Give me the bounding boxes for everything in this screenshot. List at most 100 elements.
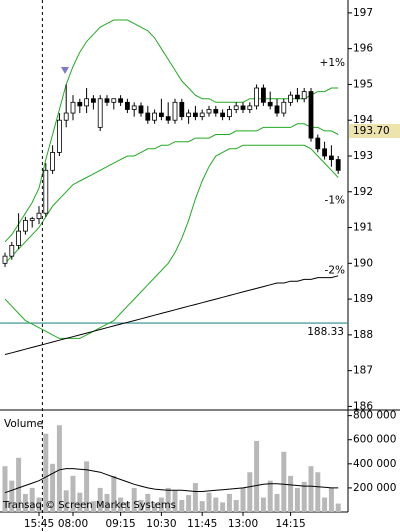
volume-bar <box>50 463 56 512</box>
volume-bar <box>315 472 321 512</box>
volume-bar <box>29 487 35 512</box>
candle-body <box>77 101 83 107</box>
volume-bar <box>186 495 192 512</box>
volume-bar <box>288 475 294 512</box>
volume-bar <box>213 497 219 512</box>
candle-body <box>91 98 96 103</box>
volume-bar <box>260 497 266 512</box>
indicator-line <box>4 275 339 355</box>
candle-body <box>84 98 89 107</box>
volume-bar <box>233 499 239 512</box>
volume-average-line <box>4 468 339 494</box>
candle-body <box>2 255 8 264</box>
candle-body <box>97 98 103 128</box>
volume-bar <box>152 503 158 512</box>
x-tick-label: 09:15 <box>105 518 135 530</box>
candle-body <box>131 105 137 110</box>
y-tick-label: 186 <box>353 400 373 412</box>
candle-body <box>335 159 341 171</box>
candle-body <box>172 101 178 121</box>
volume-bar <box>97 487 103 512</box>
plot-area <box>0 19 348 512</box>
candle-body <box>158 112 164 118</box>
signal-arrow <box>61 67 69 74</box>
volume-bar <box>192 483 198 512</box>
candle-body <box>206 109 212 114</box>
indicator-line <box>4 144 339 339</box>
volume-bar <box>220 502 226 512</box>
volume-bar <box>199 501 205 512</box>
annotation: +1% <box>320 57 345 69</box>
candle-body <box>213 109 219 114</box>
y-tick-label: 189 <box>353 293 373 305</box>
y-tick-label: 800 000 <box>353 410 396 422</box>
volume-bar <box>111 475 117 512</box>
candle-body <box>118 98 123 103</box>
y-tick-label: 188 <box>353 329 373 341</box>
candle-body <box>328 155 334 160</box>
candle-body <box>288 94 294 103</box>
volume-bar <box>322 497 328 512</box>
y-tick-label: 600 000 <box>353 434 396 446</box>
volume-bar <box>301 481 307 512</box>
volume-bar <box>247 472 253 512</box>
level-label: 188.33 <box>307 326 344 338</box>
indicator-line <box>4 123 339 264</box>
candle-body <box>254 87 260 107</box>
volume-bar <box>22 493 28 512</box>
y-tick-label: 400 000 <box>353 458 396 470</box>
volume-bar <box>281 451 287 512</box>
candle-body <box>138 105 144 114</box>
candle-body <box>57 119 62 153</box>
axes: 186 187 188 189 190 191 192 193 194 195 196 197 193.… <box>348 7 400 494</box>
volume-bar <box>43 433 49 512</box>
candle-body <box>220 112 226 118</box>
volume-bar <box>179 499 185 512</box>
volume-bar <box>206 492 212 512</box>
candle-body <box>63 112 69 121</box>
candle-body <box>308 91 314 139</box>
candle-body <box>240 105 246 110</box>
candle-body <box>29 218 35 221</box>
candle-body <box>186 112 192 118</box>
volume-bar <box>328 487 334 512</box>
candle-body <box>233 105 239 110</box>
volume-bar <box>172 490 178 512</box>
volume-bar <box>240 487 246 512</box>
volume-bar <box>145 493 151 512</box>
footnote: Transaq © Screen Market Systems <box>2 500 176 511</box>
x-tick-label: 10:30 <box>146 518 176 530</box>
volume-bar <box>56 425 62 512</box>
candle-body <box>260 87 266 103</box>
candle-body <box>281 101 287 114</box>
volume-bar <box>77 492 83 512</box>
x-tick-label: 15:45 <box>24 518 54 530</box>
last-price-label: 193.70 <box>353 125 390 137</box>
candle-body <box>267 101 273 107</box>
y-tick-label: 197 <box>353 7 373 19</box>
candle-body <box>274 105 280 114</box>
candle-body <box>9 245 15 257</box>
y-tick-label: 187 <box>353 365 373 377</box>
candle-body <box>111 98 117 103</box>
y-tick-label: 191 <box>353 222 373 234</box>
volume-bar <box>70 475 76 512</box>
candle-body <box>22 219 28 232</box>
volume-bar <box>267 480 273 512</box>
volume-bar <box>158 497 164 512</box>
candle-body <box>322 148 328 157</box>
candle-body <box>247 105 253 110</box>
candle-body <box>104 98 110 103</box>
volume-bar <box>138 499 144 512</box>
candle-body <box>315 137 321 150</box>
x-tick-label: 11:45 <box>187 518 217 530</box>
candle-body <box>301 91 307 100</box>
volume-bar <box>254 440 260 512</box>
candle-body <box>199 112 205 118</box>
y-tick-label: 193 <box>353 150 373 162</box>
x-tick-label: 08:00 <box>58 518 88 530</box>
candle-body <box>16 230 22 246</box>
volume-bar <box>9 480 15 512</box>
candle-body <box>36 212 42 219</box>
candle-body <box>43 169 49 214</box>
